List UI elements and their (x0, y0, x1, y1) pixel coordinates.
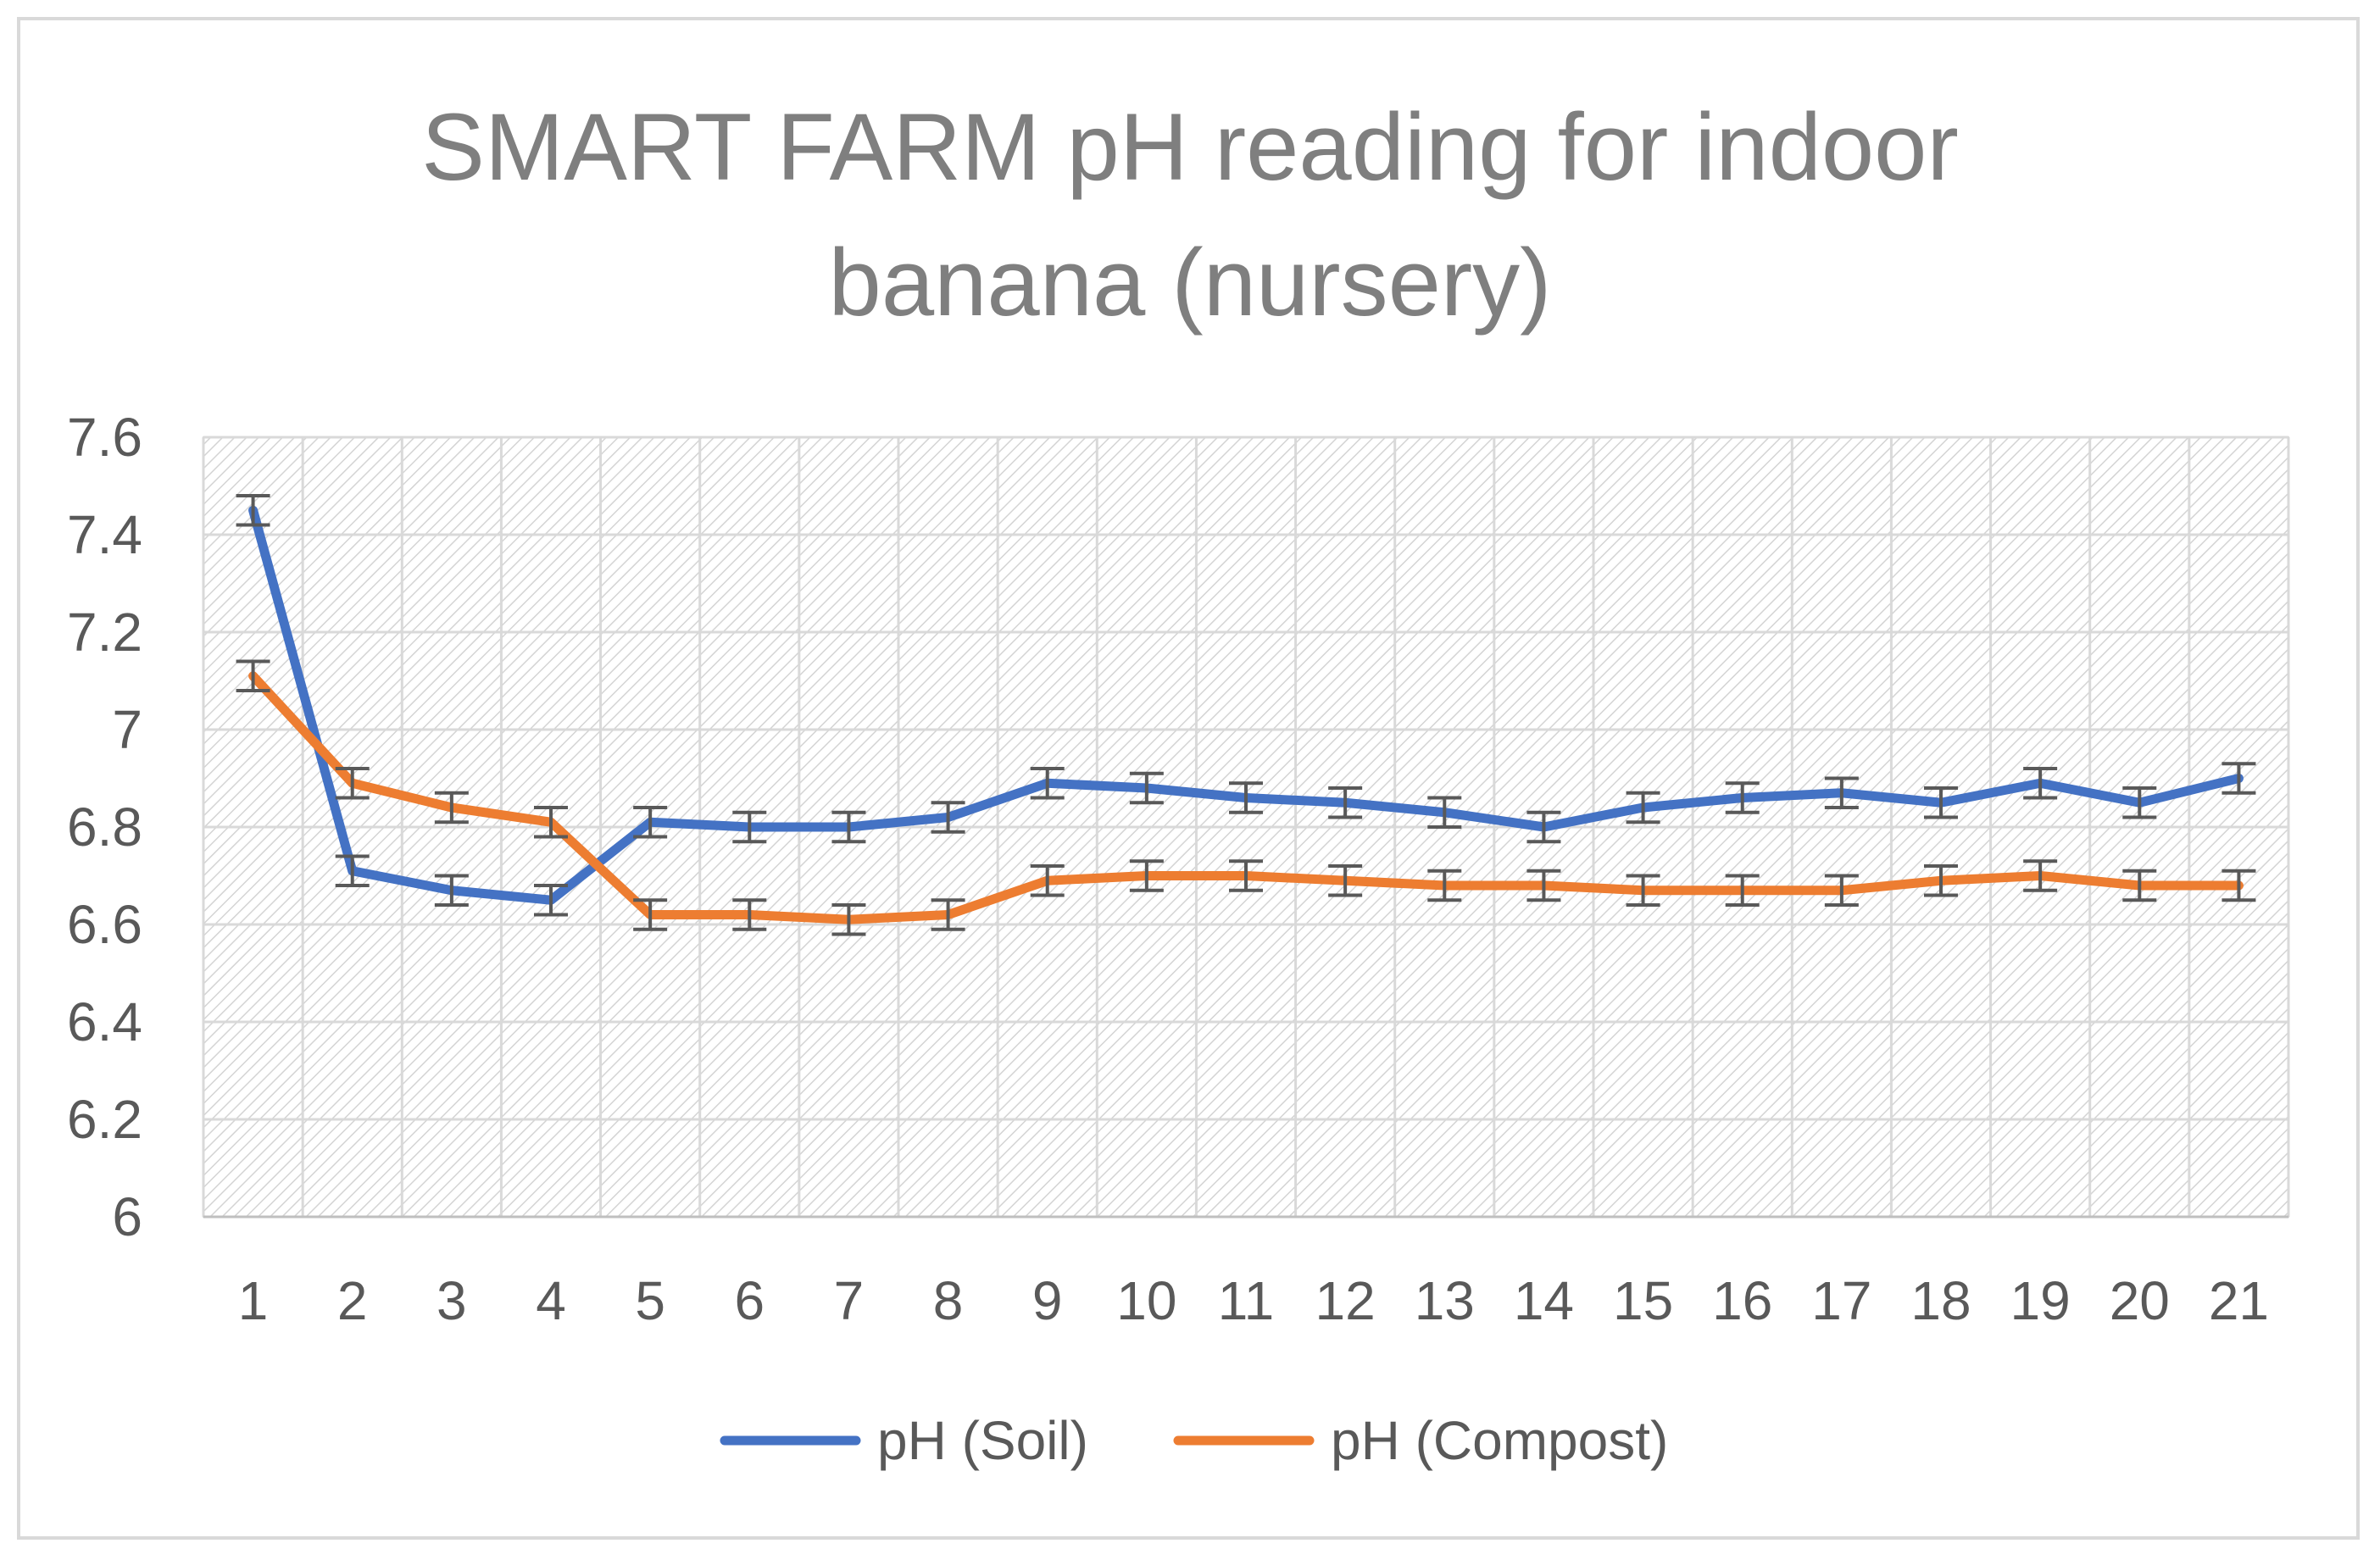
error-bar-ph-soil (931, 801, 965, 834)
error-bar-ph-compost (1229, 859, 1263, 892)
error-bar-ph-soil (534, 884, 568, 917)
error-bar-ph-soil (1030, 767, 1065, 800)
series-layer (236, 494, 2256, 936)
vertical-gridlines (202, 437, 2290, 1217)
error-bar-ph-soil (236, 494, 270, 527)
error-bar-ph-compost (633, 898, 668, 931)
error-bar-ph-compost (1924, 864, 1958, 897)
error-bar-ph-soil (1229, 781, 1263, 814)
x-tick-label: 14 (1514, 1270, 1574, 1331)
error-bar-ph-soil (2023, 767, 2058, 800)
error-bar-ph-soil (1129, 771, 1164, 805)
x-tick-label: 3 (437, 1270, 467, 1331)
error-bar-ph-compost (1824, 874, 1859, 907)
x-axis-tick-labels: 1 2 3 4 5 6 7 8 9 10 11 12 13 14 15 16 17 18 19 20 21 (238, 1270, 2269, 1331)
error-bar-ph-soil (2122, 786, 2157, 819)
x-tick-label: 13 (1415, 1270, 1475, 1331)
x-tick-label: 19 (2010, 1270, 2071, 1331)
error-bar-ph-soil (434, 874, 469, 907)
error-bar-ph-compost (1129, 859, 1164, 892)
y-tick-label: 6.8 (67, 797, 142, 858)
y-tick-label: 6.6 (67, 894, 142, 955)
legend: pH (Soil) pH (Compost) (720, 1410, 1668, 1471)
error-bar-ph-compost (2122, 869, 2157, 902)
y-tick-label: 7.2 (67, 602, 142, 663)
x-tick-label: 2 (337, 1270, 368, 1331)
error-bar-ph-compost (831, 903, 866, 936)
error-bar-ph-compost (236, 659, 270, 692)
error-bar-ph-compost (1526, 869, 1561, 902)
error-bar-ph-soil (1526, 810, 1561, 844)
x-tick-label: 9 (1032, 1270, 1063, 1331)
chart-title-line-2: banana (nursery) (829, 230, 1552, 336)
error-bar-ph-soil (633, 806, 668, 839)
x-tick-label: 21 (2209, 1270, 2269, 1331)
x-tick-label: 7 (834, 1270, 865, 1331)
legend-label-ph-soil: pH (Soil) (877, 1410, 1088, 1471)
error-bar-ph-soil (335, 854, 370, 887)
error-bar-ph-compost (2222, 869, 2256, 902)
x-tick-label: 5 (635, 1270, 665, 1331)
chart-title-line-1: SMART FARM pH reading for indoor (421, 94, 1959, 200)
x-tick-label: 4 (536, 1270, 566, 1331)
x-tick-label: 1 (238, 1270, 269, 1331)
x-tick-label: 10 (1116, 1270, 1176, 1331)
error-bar-ph-compost (534, 806, 568, 839)
x-tick-label: 17 (1811, 1270, 1871, 1331)
y-tick-label: 6 (112, 1186, 142, 1247)
error-bar-ph-compost (1427, 869, 1462, 902)
error-bar-ph-soil (1427, 796, 1462, 829)
error-bar-ph-compost (1030, 864, 1065, 897)
error-bar-ph-compost (931, 898, 965, 931)
y-tick-label: 7 (112, 699, 142, 760)
x-tick-label: 8 (933, 1270, 964, 1331)
error-bar-ph-soil (1328, 786, 1363, 819)
error-bar-ph-compost (434, 791, 469, 824)
x-tick-label: 6 (734, 1270, 765, 1331)
error-bar-ph-compost (335, 767, 370, 800)
y-tick-label: 6.4 (67, 991, 142, 1052)
error-bar-ph-compost (1725, 874, 1760, 907)
y-tick-label: 7.6 (67, 407, 142, 468)
error-bar-ph-soil (1924, 786, 1958, 819)
error-bar-ph-soil (2222, 762, 2256, 795)
error-bar-ph-soil (831, 810, 866, 844)
error-bar-ph-compost (732, 898, 767, 931)
x-tick-label: 16 (1712, 1270, 1772, 1331)
error-bar-ph-soil (1626, 791, 1660, 824)
x-tick-label: 11 (1218, 1270, 1274, 1331)
legend-label-ph-compost: pH (Compost) (1331, 1410, 1668, 1471)
x-tick-label: 12 (1315, 1270, 1376, 1331)
y-axis-tick-labels: 6 6.2 6.4 6.6 6.8 7 7.2 7.4 7.6 (67, 407, 142, 1247)
error-bar-ph-compost (1328, 864, 1363, 897)
x-tick-label: 15 (1613, 1270, 1673, 1331)
error-bar-ph-soil (732, 810, 767, 844)
x-tick-label: 20 (2110, 1270, 2170, 1331)
error-bar-ph-soil (1824, 776, 1859, 809)
y-tick-label: 7.4 (67, 504, 142, 565)
x-tick-label: 18 (1910, 1270, 1971, 1331)
error-bar-ph-soil (1725, 781, 1760, 814)
error-bar-ph-compost (2023, 859, 2058, 892)
y-tick-label: 6.2 (67, 1089, 142, 1150)
error-bar-ph-compost (1626, 874, 1660, 907)
